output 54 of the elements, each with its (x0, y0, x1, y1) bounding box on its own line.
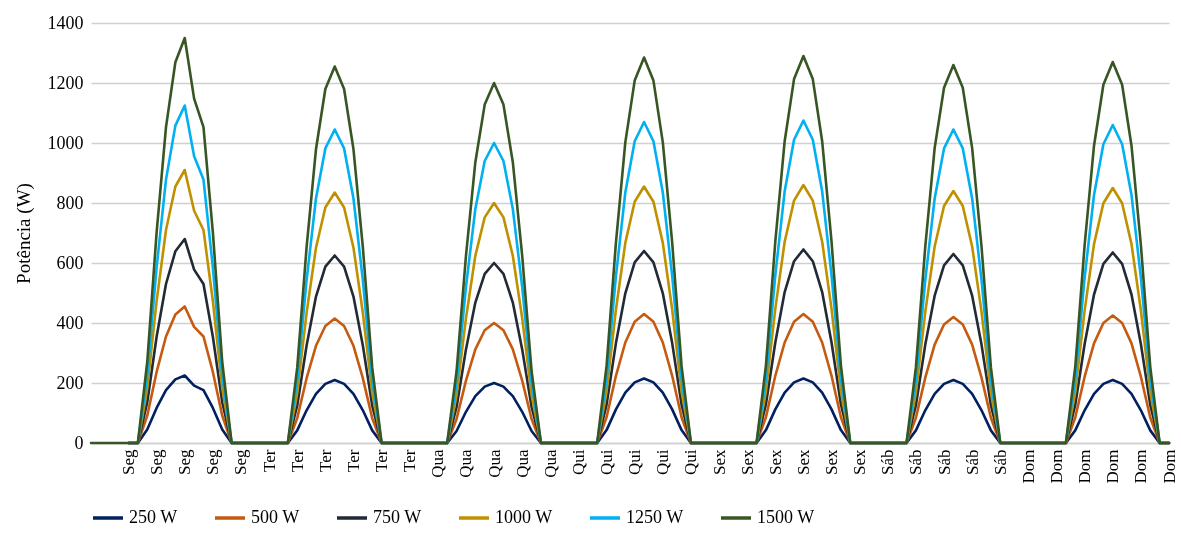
x-tick-label: Sex (822, 449, 842, 475)
legend-label: 1000 W (495, 507, 553, 527)
x-tick-label: Seg (147, 449, 167, 475)
x-tick-label: Sex (737, 449, 757, 475)
x-tick-label: Sáb (990, 449, 1010, 475)
x-tick-label: Sáb (962, 449, 982, 475)
x-tick-label: Qua (456, 449, 476, 478)
x-tick-label: Dom (1047, 449, 1067, 484)
x-tick-label: Qui (568, 449, 588, 475)
x-tick-label: Sex (850, 449, 870, 475)
x-tick-label: Ter (259, 449, 279, 472)
y-tick-label: 1200 (47, 72, 84, 93)
x-tick-label: Sáb (934, 449, 954, 475)
x-tick-label: Dom (1018, 449, 1038, 484)
y-tick-label: 600 (56, 252, 84, 273)
x-tick-label: Ter (343, 449, 363, 472)
x-tick-label: Sáb (878, 449, 898, 475)
x-tick-label: Ter (315, 449, 335, 472)
x-tick-label: Qui (597, 449, 617, 475)
y-tick-label: 0 (74, 432, 84, 453)
x-tick-label: Sáb (906, 449, 926, 475)
x-tick-label: Sex (709, 449, 729, 475)
y-tick-label: 800 (56, 192, 84, 213)
x-tick-label: Qui (625, 449, 645, 475)
x-tick-label: Seg (203, 449, 223, 475)
x-tick-label: Qua (512, 449, 532, 478)
x-tick-label: Ter (372, 449, 392, 472)
x-tick-label: Qui (681, 449, 701, 475)
x-tick-label: Ter (400, 449, 420, 472)
x-tick-label: Dom (1075, 449, 1095, 484)
x-tick-label: Qua (484, 449, 504, 478)
y-tick-label: 1000 (47, 132, 84, 153)
legend-label: 250 W (129, 507, 178, 527)
x-tick-label: Sex (765, 449, 785, 475)
line-series (89, 36, 1171, 445)
y-tick-label: 1400 (47, 12, 84, 33)
legend-label: 750 W (373, 507, 422, 527)
y-tick-label: 400 (56, 312, 84, 333)
x-tick-label: Seg (231, 449, 251, 475)
x-tick-label: Dom (1131, 449, 1151, 484)
x-tick-label: Seg (119, 449, 138, 475)
x-tick-label: Ter (287, 449, 307, 472)
x-tick-label: Sex (793, 449, 813, 475)
legend-label: 1250 W (626, 507, 684, 527)
x-tick-label: Seg (175, 449, 195, 475)
y-tick-label: 200 (56, 372, 84, 393)
x-tick-label: Dom (1103, 449, 1123, 484)
y-axis-title: Potência (W) (12, 183, 35, 284)
x-tick-label: Qui (653, 449, 673, 475)
x-tick-label: Dom (1159, 449, 1179, 484)
x-tick-label: Qua (540, 449, 560, 478)
legend-label: 1500 W (757, 507, 815, 527)
x-tick-label: Qua (428, 449, 448, 478)
legend-label: 500 W (251, 507, 300, 527)
